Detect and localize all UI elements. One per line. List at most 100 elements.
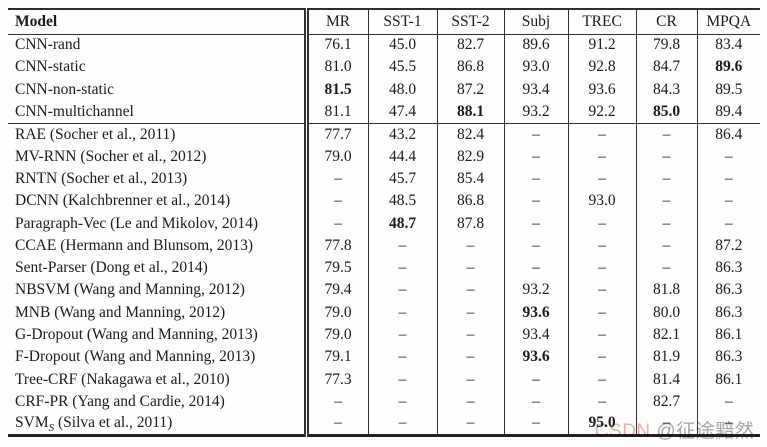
cell-sst-1: – — [367, 234, 437, 257]
cell-mpqa: – — [696, 190, 760, 213]
table-row-cnn-rand: CNN-rand 76.1 45.0 82.7 89.6 91.2 79.8 83.4 — [8, 34, 760, 57]
cell-sst-1: – — [367, 390, 437, 414]
cell-mr: 79.1 — [305, 346, 368, 369]
cell-subj: – — [503, 145, 568, 168]
cell-mr: 79.4 — [305, 279, 368, 302]
cell-trec: 93.6 — [567, 78, 636, 101]
model-name: RAE (Socher et al., 2011) — [8, 122, 309, 146]
cell-sst-1: – — [367, 256, 437, 280]
cell-cr: 82.1 — [635, 323, 697, 347]
cell-cr: – — [635, 212, 697, 235]
cell-sst-2: – — [436, 256, 504, 280]
cell-mpqa: 86.3 — [696, 256, 760, 280]
model-name: SVMS (Silva et al., 2011) — [8, 413, 309, 436]
table-row-ccae-hermann-and-blunsom-2013: CCAE (Hermann and Blunsom, 2013) 77.8– – – –… — [8, 234, 760, 257]
model-name: CRF-PR (Yang and Cardie, 2014) — [8, 390, 309, 414]
cell-mr: 81.0 — [305, 56, 368, 79]
cell-mr: – — [305, 390, 368, 414]
cell-sst-1: – — [367, 413, 437, 436]
cell-sst-2: 87.8 — [436, 212, 504, 235]
cell-sst-1: 48.5 — [367, 190, 437, 213]
cnn-models-group: CNN-rand 76.1 45.0 82.7 89.6 91.2 79.8 83.4 CNN-… — [8, 34, 760, 124]
column-header-mpqa: MPQA — [696, 9, 760, 35]
table-row-mv-rnn-socher-et-al-2012: MV-RNN (Socher et al., 2012) 79.0 44.4 82.9… — [8, 145, 760, 168]
cell-sst-2: 82.7 — [436, 34, 504, 57]
model-name: MV-RNN (Socher et al., 2012) — [8, 145, 309, 168]
cell-subj: – — [503, 212, 568, 235]
model-name: Tree-CRF (Nakagawa et al., 2010) — [8, 368, 309, 391]
cell-trec: – — [567, 323, 636, 347]
cell-mr: – — [305, 212, 368, 235]
cell-cr: 84.3 — [635, 78, 697, 101]
cell-sst-2: 85.4 — [436, 167, 504, 191]
cell-mpqa: 89.4 — [696, 100, 760, 124]
cell-cr: 82.7 — [635, 390, 697, 414]
cell-cr: – — [635, 256, 697, 280]
model-name: RNTN (Socher et al., 2013) — [8, 167, 309, 191]
cell-sst-2: 82.9 — [436, 145, 504, 168]
table-row-g-dropout-wang-and-manning-2013: G-Dropout (Wang and Manning, 2013) 79.0 – –… — [8, 323, 760, 347]
cell-sst-2: – — [436, 279, 504, 302]
table-row-nbsvm-wang-and-manning-2012: NBSVM (Wang and Manning, 2012) 79.4– –93.2… — [8, 279, 760, 302]
column-header-cr: CR — [635, 9, 697, 35]
cell-subj: 89.6 — [503, 34, 568, 57]
cell-mpqa: – — [696, 212, 760, 235]
cell-trec: – — [567, 368, 636, 391]
model-name: Paragraph-Vec (Le and Mikolov, 2014) — [8, 212, 309, 235]
cell-sst-1: – — [367, 346, 437, 369]
cell-mpqa: – — [696, 167, 760, 191]
cell-trec: – — [567, 346, 636, 369]
cell-subj: 93.4 — [503, 78, 568, 101]
cell-trec: 92.8 — [567, 56, 636, 79]
cell-sst-2: – — [436, 390, 504, 414]
cell-sst-2: – — [436, 323, 504, 347]
cell-mr: 79.0 — [305, 323, 368, 347]
cell-trec: – — [567, 301, 636, 324]
cell-trec: – — [567, 256, 636, 280]
cell-trec: – — [567, 390, 636, 414]
cell-trec: – — [567, 212, 636, 235]
cell-subj: – — [503, 256, 568, 280]
cell-mpqa: 87.2 — [696, 234, 760, 257]
cell-sst-1: 47.4 — [367, 100, 437, 124]
cell-cr: – — [635, 167, 697, 191]
model-name: CNN-static — [8, 56, 309, 79]
table-row-cnn-multichannel: CNN-multichannel 81.1 47.4 88.1 93.2 92.2 85.0… — [8, 100, 760, 124]
cell-sst-1: 48.7 — [367, 212, 437, 235]
cell-sst-1: – — [367, 279, 437, 302]
header-row: Model MR SST-1 SST-2 Subj TREC CR MPQA — [8, 9, 760, 35]
table-row-cnn-static: CNN-static 81.0 45.5 86.8 93.0 92.8 84.7 89.6 — [8, 56, 760, 79]
cell-trec: – — [567, 145, 636, 168]
cell-sst-2: – — [436, 368, 504, 391]
column-header-model: Model — [8, 9, 309, 35]
cell-mr: – — [305, 190, 368, 213]
cell-subj: – — [503, 413, 568, 436]
table-row-svms: SVMS (Silva et al., 2011) – – – –95.0– – — [8, 413, 760, 436]
cell-mr: 79.5 — [305, 256, 368, 280]
cell-mpqa: – — [696, 145, 760, 168]
column-header-trec: TREC — [567, 9, 636, 35]
table-header: Model MR SST-1 SST-2 Subj TREC CR MPQA — [8, 9, 760, 35]
cell-mpqa: 89.5 — [696, 78, 760, 101]
cell-sst-2: 82.4 — [436, 122, 504, 146]
cell-mr: 77.3 — [305, 368, 368, 391]
table-row-cnn-non-static: CNN-non-static 81.5 48.0 87.2 93.4 93.6 84.3 89… — [8, 78, 760, 101]
table-row-crf-pr-yang-and-cardie-2014: CRF-PR (Yang and Cardie, 2014) – – – – –82.7– — [8, 390, 760, 414]
cell-sst-2: – — [436, 234, 504, 257]
cell-subj: – — [503, 390, 568, 414]
model-name: G-Dropout (Wang and Manning, 2013) — [8, 323, 309, 347]
column-header-sst-1: SST-1 — [367, 9, 437, 35]
cell-cr: 81.8 — [635, 279, 697, 302]
table-row-f-dropout-wang-and-manning-2013: F-Dropout (Wang and Manning, 2013) 79.1– –… — [8, 346, 760, 369]
cell-trec: – — [567, 279, 636, 302]
cell-mr: – — [305, 413, 368, 436]
cell-trec: 91.2 — [567, 34, 636, 57]
model-name-subscript: S — [48, 422, 55, 435]
cell-mpqa: – — [696, 413, 760, 436]
cell-sst-1: 45.5 — [367, 56, 437, 79]
baseline-models-group: RAE (Socher et al., 2011) 77.7 43.2 82.4– – –… — [8, 122, 760, 436]
table-row-rntn-socher-et-al-2013: RNTN (Socher et al., 2013) –45.7 85.4– – – – — [8, 167, 760, 191]
cell-sst-2: 86.8 — [436, 56, 504, 79]
cell-mpqa: 89.6 — [696, 56, 760, 79]
cell-mpqa: 86.3 — [696, 301, 760, 324]
